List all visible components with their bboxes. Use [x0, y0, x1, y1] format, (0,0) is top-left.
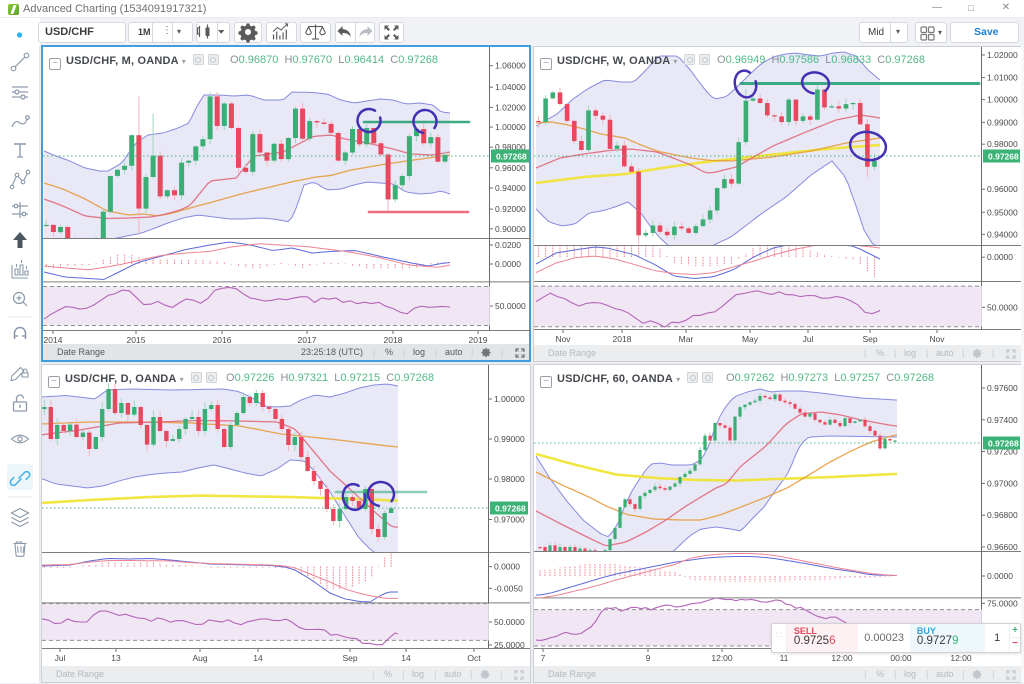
- svg-text:0.96000: 0.96000: [495, 163, 526, 173]
- svg-text:Jul: Jul: [55, 653, 66, 663]
- svg-text:2018: 2018: [384, 335, 403, 345]
- svg-text:0.97268: 0.97268: [988, 439, 1019, 449]
- svg-text:1.02000: 1.02000: [987, 50, 1018, 60]
- svg-text:0.99000: 0.99000: [494, 434, 525, 444]
- svg-text:00:00: 00:00: [890, 653, 912, 663]
- svg-text:-0.0050: -0.0050: [494, 583, 523, 593]
- svg-text:0.94000: 0.94000: [495, 183, 526, 193]
- svg-text:1.02000: 1.02000: [495, 102, 526, 112]
- svg-text:25.0000: 25.0000: [494, 640, 525, 650]
- svg-text:Nov: Nov: [929, 334, 945, 344]
- svg-text:14: 14: [253, 653, 263, 663]
- svg-text:12:00: 12:00: [711, 653, 733, 663]
- svg-text:11: 11: [780, 653, 789, 663]
- svg-text:0.0000: 0.0000: [987, 252, 1013, 262]
- svg-text:50.0000: 50.0000: [987, 302, 1018, 312]
- svg-text:0.97400: 0.97400: [987, 415, 1018, 425]
- svg-text:2017: 2017: [298, 335, 317, 345]
- svg-text:2018: 2018: [613, 334, 632, 344]
- svg-text:Sep: Sep: [862, 334, 877, 344]
- svg-text:0.98000: 0.98000: [987, 139, 1018, 149]
- svg-text:1.00000: 1.00000: [987, 95, 1018, 105]
- svg-text:2016: 2016: [213, 335, 232, 345]
- svg-text:0.97000: 0.97000: [987, 478, 1018, 488]
- svg-text:0.98000: 0.98000: [494, 474, 525, 484]
- svg-text:0.0000: 0.0000: [987, 571, 1013, 581]
- svg-text:0.97600: 0.97600: [987, 383, 1018, 393]
- svg-text:0.94000: 0.94000: [987, 229, 1018, 239]
- svg-text:7: 7: [541, 653, 546, 663]
- svg-text:0.96600: 0.96600: [987, 542, 1018, 552]
- svg-text:12:00: 12:00: [950, 653, 972, 663]
- svg-text:0.97000: 0.97000: [494, 515, 525, 525]
- svg-text:Oct: Oct: [467, 653, 481, 663]
- svg-text:Sep: Sep: [342, 653, 357, 663]
- svg-text:13: 13: [111, 653, 121, 663]
- svg-text:50.0000: 50.0000: [495, 301, 526, 311]
- svg-text:1.00000: 1.00000: [494, 394, 525, 404]
- svg-text:2015: 2015: [127, 335, 146, 345]
- svg-text:1.00000: 1.00000: [495, 122, 526, 132]
- svg-text:75.0000: 75.0000: [987, 598, 1018, 608]
- svg-text:0.99000: 0.99000: [987, 117, 1018, 127]
- svg-text:0.0000: 0.0000: [495, 259, 521, 269]
- svg-text:0.97268: 0.97268: [988, 152, 1019, 162]
- svg-text:9: 9: [646, 653, 651, 663]
- svg-text:0.97268: 0.97268: [495, 504, 526, 514]
- svg-text:Nov: Nov: [555, 334, 571, 344]
- svg-text:2014: 2014: [44, 335, 63, 345]
- svg-text:0.96800: 0.96800: [987, 510, 1018, 520]
- svg-text:12:00: 12:00: [831, 653, 853, 663]
- svg-text:0.90000: 0.90000: [495, 224, 526, 234]
- svg-text:0.92000: 0.92000: [495, 204, 526, 214]
- svg-text:0.0000: 0.0000: [494, 562, 520, 572]
- svg-text:2019: 2019: [469, 335, 488, 345]
- svg-text:1.06000: 1.06000: [495, 61, 526, 71]
- svg-text:0.0200: 0.0200: [495, 240, 521, 250]
- svg-text:Jul: Jul: [803, 334, 814, 344]
- svg-text:0.98000: 0.98000: [495, 142, 526, 152]
- svg-text:0.96000: 0.96000: [987, 184, 1018, 194]
- svg-text:Mar: Mar: [679, 334, 694, 344]
- svg-text:1.01000: 1.01000: [987, 73, 1018, 83]
- svg-text:1.04000: 1.04000: [495, 82, 526, 92]
- svg-text:May: May: [742, 334, 759, 344]
- svg-text:0.97268: 0.97268: [496, 152, 527, 162]
- svg-text:14: 14: [401, 653, 411, 663]
- svg-text:Aug: Aug: [192, 653, 207, 663]
- svg-text:0.97200: 0.97200: [987, 447, 1018, 457]
- svg-text:50.0000: 50.0000: [494, 617, 525, 627]
- svg-text:0.95000: 0.95000: [987, 207, 1018, 217]
